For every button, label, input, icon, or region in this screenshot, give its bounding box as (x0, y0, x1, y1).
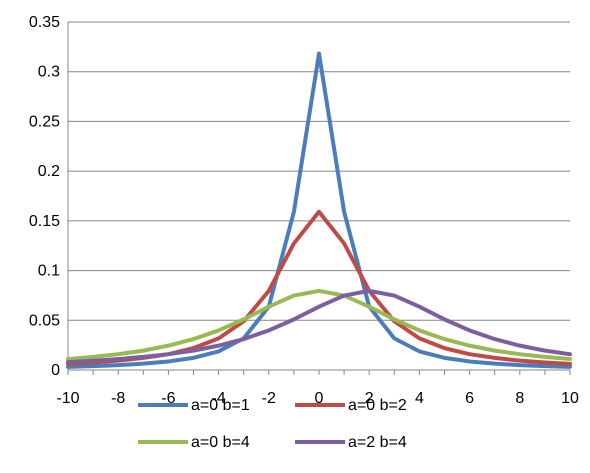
legend-label: a=0 b=1 (191, 397, 250, 414)
x-tick-label: 2 (365, 390, 374, 407)
series-line-4 (66, 288, 572, 365)
x-tick-label: -8 (111, 390, 125, 407)
y-tick-label: 0.25 (29, 113, 60, 130)
y-tick-label: 0.1 (38, 263, 60, 280)
x-tick-label: 4 (415, 390, 424, 407)
legend-label: a=0 b=4 (191, 434, 250, 451)
legend-label: a=0 b=2 (348, 397, 407, 414)
x-tick-label: -10 (56, 390, 79, 407)
gridlines (68, 21, 570, 321)
series-lines (66, 51, 572, 369)
axes (67, 22, 571, 375)
x-tick-label: 0 (315, 390, 324, 407)
legend-label: a=2 b=4 (348, 434, 407, 451)
y-tick-label: 0.3 (38, 64, 60, 81)
y-tick-label: 0.2 (38, 163, 60, 180)
x-tick-label: 10 (561, 390, 579, 407)
x-axis-tick-labels: -10 -8 -6 -4 -2 0 2 4 6 8 10 (56, 390, 579, 407)
y-tick-label: 0 (51, 362, 60, 379)
x-tick-label: -4 (211, 390, 225, 407)
y-axis-tick-labels: 0 0.05 0.1 0.15 0.2 0.25 0.3 0.35 (29, 14, 60, 379)
legend: a=0 b=1 a=0 b=2 a=0 b=4 a=2 b=4 (138, 397, 407, 451)
x-tick-label: 8 (515, 390, 524, 407)
y-tick-label: 0.05 (29, 312, 60, 329)
x-tick-label: 6 (465, 390, 474, 407)
series-line-1 (66, 51, 572, 369)
series-line-3 (66, 288, 572, 362)
y-tick-label: 0.35 (29, 14, 60, 31)
x-tick-label: -2 (262, 390, 276, 407)
x-tick-label: -6 (161, 390, 175, 407)
y-tick-label: 0.15 (29, 213, 60, 230)
